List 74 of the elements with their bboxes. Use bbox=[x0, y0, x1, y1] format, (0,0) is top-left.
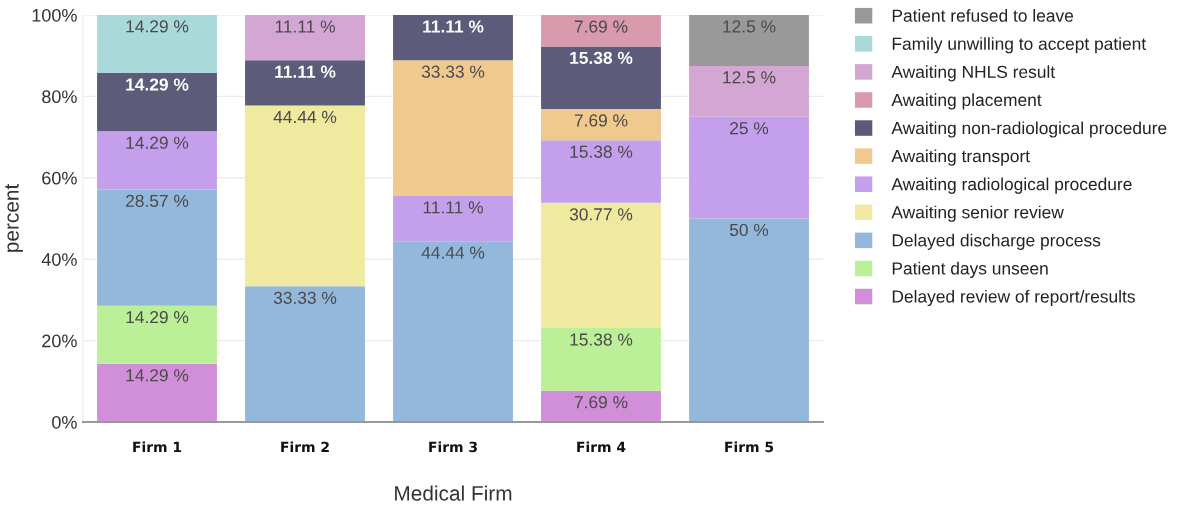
legend-label: Delayed review of report/results bbox=[892, 289, 1135, 307]
legend-label: Patient refused to leave bbox=[892, 9, 1074, 22]
data-label: 15.38 % bbox=[570, 333, 633, 346]
x-tick-label: Firm 5 bbox=[725, 441, 774, 453]
data-label: 11.11 % bbox=[275, 65, 336, 78]
legend-label: Awaiting radiological procedure bbox=[891, 177, 1132, 194]
bar bbox=[541, 15, 661, 47]
bar bbox=[689, 218, 809, 422]
bar bbox=[245, 15, 365, 61]
legend-label: Awaiting senior review bbox=[891, 205, 1064, 222]
bar bbox=[541, 140, 661, 203]
legend-label: Awaiting transport bbox=[891, 149, 1030, 166]
data-label: 33.33 % bbox=[273, 291, 337, 304]
data-label: 28.57 % bbox=[126, 194, 189, 208]
legend-label: Awaiting non-radiological procedure bbox=[891, 121, 1167, 138]
bar bbox=[245, 60, 365, 106]
data-label: 25 % bbox=[730, 122, 769, 135]
data-label: 14.29 % bbox=[126, 20, 189, 33]
y-tick-label: 80% bbox=[42, 90, 77, 104]
data-label: 15.38 % bbox=[570, 51, 633, 65]
bar bbox=[97, 73, 217, 132]
data-label: 12.5 % bbox=[723, 71, 776, 84]
bar bbox=[97, 131, 217, 190]
data-label: 33.33 % bbox=[421, 65, 485, 78]
bar bbox=[393, 195, 513, 242]
x-axis-title: Medical Firm bbox=[395, 485, 512, 501]
data-label: 7.69 % bbox=[574, 114, 628, 127]
bar bbox=[97, 305, 217, 364]
bar bbox=[97, 15, 217, 74]
y-tick-label: 60% bbox=[42, 171, 77, 185]
bar bbox=[393, 60, 513, 196]
bar bbox=[541, 108, 661, 141]
bar bbox=[541, 390, 661, 422]
data-label: 14.29 % bbox=[126, 136, 189, 149]
y-tick-label: 100% bbox=[32, 8, 77, 22]
legend-label: Awaiting NHLS result bbox=[891, 65, 1055, 82]
y-axis-title: percent bbox=[5, 183, 23, 252]
data-label: 7.69 % bbox=[574, 396, 628, 409]
data-label: 50 % bbox=[729, 223, 769, 237]
data-label: 11.11 % bbox=[275, 20, 335, 33]
data-label: 14.29 % bbox=[126, 78, 189, 91]
bar bbox=[689, 116, 809, 219]
x-tick-label: Firm 3 bbox=[429, 441, 477, 453]
data-label: 11.11 % bbox=[423, 201, 483, 214]
legend-label: Delayed discharge process bbox=[892, 233, 1101, 250]
data-label: 7.69 % bbox=[574, 20, 628, 33]
x-tick-label: Firm 2 bbox=[281, 441, 329, 452]
data-label: 30.77 % bbox=[569, 208, 633, 221]
bar bbox=[393, 241, 513, 422]
legend-label: Family unwilling to accept patient bbox=[892, 37, 1147, 54]
legend-label: Awaiting placement bbox=[891, 93, 1042, 110]
x-tick-label: Firm 4 bbox=[577, 441, 626, 452]
bar bbox=[689, 15, 809, 66]
bar bbox=[541, 46, 661, 109]
bar bbox=[541, 202, 661, 329]
data-label: 12.5 % bbox=[723, 20, 776, 33]
bar bbox=[97, 363, 217, 422]
legend-label: Patient days unseen bbox=[892, 261, 1048, 278]
data-label: 14.29 % bbox=[126, 311, 189, 324]
bar bbox=[97, 189, 217, 306]
bar bbox=[541, 328, 661, 391]
data-label: 44.44 % bbox=[421, 246, 485, 259]
bar bbox=[689, 65, 809, 117]
data-label: 15.38 % bbox=[570, 145, 633, 158]
data-label: 11.11 % bbox=[423, 20, 484, 33]
data-label: 44.44 % bbox=[273, 110, 337, 124]
bar bbox=[245, 105, 365, 287]
bar bbox=[245, 286, 365, 422]
y-tick-label: 20% bbox=[42, 334, 77, 348]
data-label: 14.29 % bbox=[126, 369, 189, 382]
bar bbox=[393, 15, 513, 61]
x-tick-label: Firm 1 bbox=[133, 441, 182, 452]
y-tick-label: 0% bbox=[52, 415, 77, 429]
y-tick-label: 40% bbox=[41, 253, 77, 266]
